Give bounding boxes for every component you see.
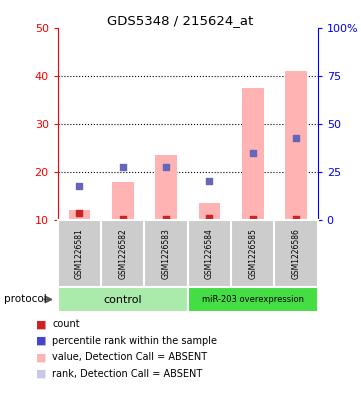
Bar — [242, 88, 264, 220]
Point — [250, 149, 256, 156]
Text: value, Detection Call = ABSENT: value, Detection Call = ABSENT — [52, 352, 208, 362]
Text: control: control — [104, 295, 142, 305]
Text: GSM1226582: GSM1226582 — [118, 228, 127, 279]
Text: GDS5348 / 215624_at: GDS5348 / 215624_at — [107, 14, 254, 27]
Point — [77, 210, 82, 216]
Bar — [155, 155, 177, 220]
Point — [293, 216, 299, 222]
Text: GSM1226584: GSM1226584 — [205, 228, 214, 279]
Text: ■: ■ — [36, 369, 47, 379]
Bar — [188, 287, 318, 312]
Bar — [58, 287, 188, 312]
Point — [120, 216, 126, 222]
Bar — [285, 71, 307, 220]
Point — [250, 216, 256, 222]
Text: percentile rank within the sample: percentile rank within the sample — [52, 336, 217, 346]
Point — [206, 178, 212, 184]
Bar — [69, 210, 90, 220]
Text: ■: ■ — [36, 319, 47, 329]
Bar — [199, 203, 220, 220]
Text: ■: ■ — [36, 336, 47, 346]
Text: protocol: protocol — [4, 294, 46, 305]
Point — [77, 183, 82, 189]
Text: count: count — [52, 319, 80, 329]
Text: ■: ■ — [36, 352, 47, 362]
Point — [206, 215, 212, 221]
Text: GSM1226581: GSM1226581 — [75, 228, 84, 279]
Point — [163, 216, 169, 222]
Text: rank, Detection Call = ABSENT: rank, Detection Call = ABSENT — [52, 369, 203, 379]
Point — [293, 135, 299, 141]
Text: GSM1226585: GSM1226585 — [248, 228, 257, 279]
Text: miR-203 overexpression: miR-203 overexpression — [202, 295, 304, 304]
Bar — [112, 182, 134, 220]
Text: GSM1226583: GSM1226583 — [162, 228, 170, 279]
Text: GSM1226586: GSM1226586 — [292, 228, 300, 279]
Point — [163, 164, 169, 170]
Point — [120, 164, 126, 170]
